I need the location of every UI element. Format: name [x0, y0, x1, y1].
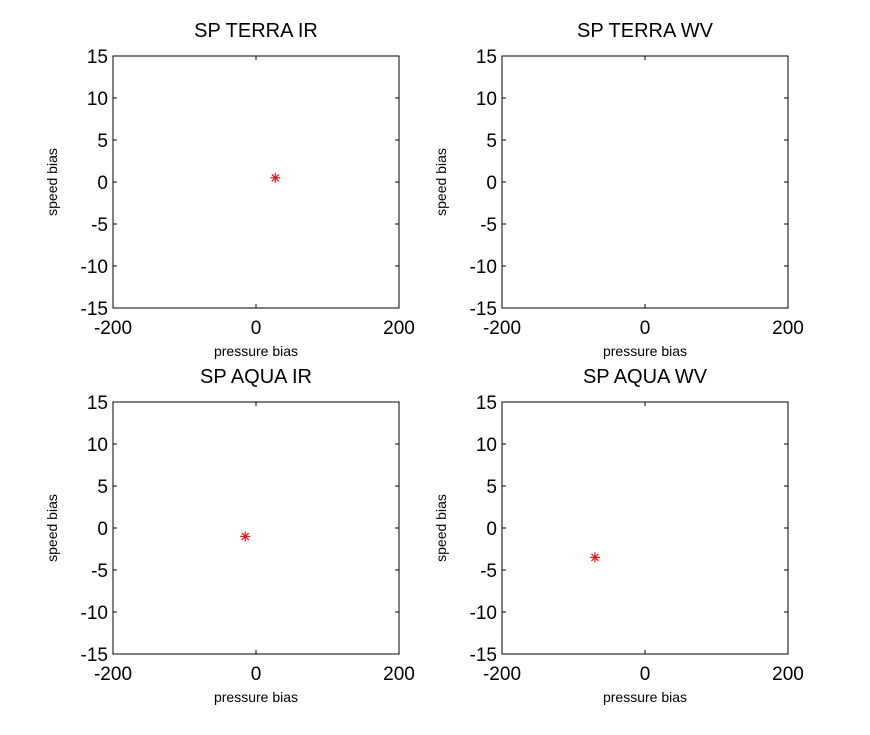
axes-box — [501, 55, 789, 309]
y-tick-label: -10 — [470, 257, 497, 278]
y-axis-label: speed bias — [433, 148, 449, 216]
y-tick-label: 15 — [476, 47, 497, 68]
y-tick-label: 5 — [486, 131, 497, 152]
y-tick-label: -10 — [81, 603, 108, 624]
y-tick-label: -5 — [91, 215, 108, 236]
x-tick-label: -200 — [483, 318, 521, 339]
y-tick-label: -15 — [470, 299, 497, 320]
x-tick-label: 0 — [251, 318, 262, 339]
y-tick-label: -15 — [470, 645, 497, 666]
data-point — [270, 172, 281, 183]
y-tick-label: 0 — [486, 173, 497, 194]
y-tick-label: -5 — [480, 561, 497, 582]
x-tick-label: 0 — [640, 664, 651, 685]
data-point — [240, 531, 251, 542]
chart-title: SP AQUA IR — [200, 366, 312, 388]
x-axis-label: pressure bias — [603, 689, 687, 705]
x-tick-label: -200 — [483, 664, 521, 685]
y-axis-label: speed bias — [44, 494, 60, 562]
chart-title: SP AQUA WV — [583, 366, 708, 388]
marker-stroke — [241, 532, 250, 541]
y-tick-label: 10 — [476, 89, 497, 110]
subplot-3: -200 0 200 15 10 5 0 -5 -10 -15 SP AQUA IR pressure… — [44, 366, 415, 705]
x-tick-label: 0 — [251, 664, 262, 685]
chart-title: SP TERRA WV — [577, 20, 714, 42]
y-tick-label: -10 — [470, 603, 497, 624]
y-tick-label: 15 — [87, 47, 108, 68]
y-axis-label: speed bias — [433, 494, 449, 562]
marker-stroke — [590, 553, 599, 562]
x-axis-label: pressure bias — [214, 689, 298, 705]
subplot-4: -200 0 200 15 10 5 0 -5 -10 -15 SP AQUA WV pressure… — [433, 366, 804, 705]
subplot-2: -200 0 200 15 10 5 0 -5 -10 -15 SP TERRA WV pressur… — [433, 20, 804, 359]
y-tick-label: 15 — [476, 393, 497, 414]
data-point — [589, 552, 600, 563]
y-tick-label: 0 — [486, 519, 497, 540]
y-tick-label: -15 — [81, 645, 108, 666]
y-tick-label: -10 — [81, 257, 108, 278]
y-tick-label: 5 — [486, 477, 497, 498]
y-tick-label: 10 — [87, 89, 108, 110]
x-axis-label: pressure bias — [214, 343, 298, 359]
y-tick-label: 10 — [87, 435, 108, 456]
y-tick-label: -5 — [91, 561, 108, 582]
y-tick-label: 5 — [97, 131, 108, 152]
axes-box — [112, 55, 400, 309]
x-tick-label: 200 — [383, 664, 415, 685]
y-tick-label: 5 — [97, 477, 108, 498]
x-tick-label: 0 — [640, 318, 651, 339]
x-tick-label: -200 — [94, 318, 132, 339]
x-tick-label: 200 — [772, 318, 804, 339]
y-tick-label: -15 — [81, 299, 108, 320]
y-tick-label: 10 — [476, 435, 497, 456]
x-tick-label: 200 — [383, 318, 415, 339]
x-tick-label: 200 — [772, 664, 804, 685]
y-tick-label: 0 — [97, 173, 108, 194]
y-tick-label: -5 — [480, 215, 497, 236]
subplot-1: -200 0 200 15 10 5 0 -5 -10 -15 SP TERRA IR pressur… — [44, 20, 415, 359]
marker-stroke — [271, 173, 280, 182]
chart-title: SP TERRA IR — [194, 20, 318, 42]
x-tick-label: -200 — [94, 664, 132, 685]
x-axis-label: pressure bias — [603, 343, 687, 359]
axes-box — [501, 401, 789, 655]
y-tick-label: 15 — [87, 393, 108, 414]
y-tick-label: 0 — [97, 519, 108, 540]
axes-box — [112, 401, 400, 655]
y-axis-label: speed bias — [44, 148, 60, 216]
